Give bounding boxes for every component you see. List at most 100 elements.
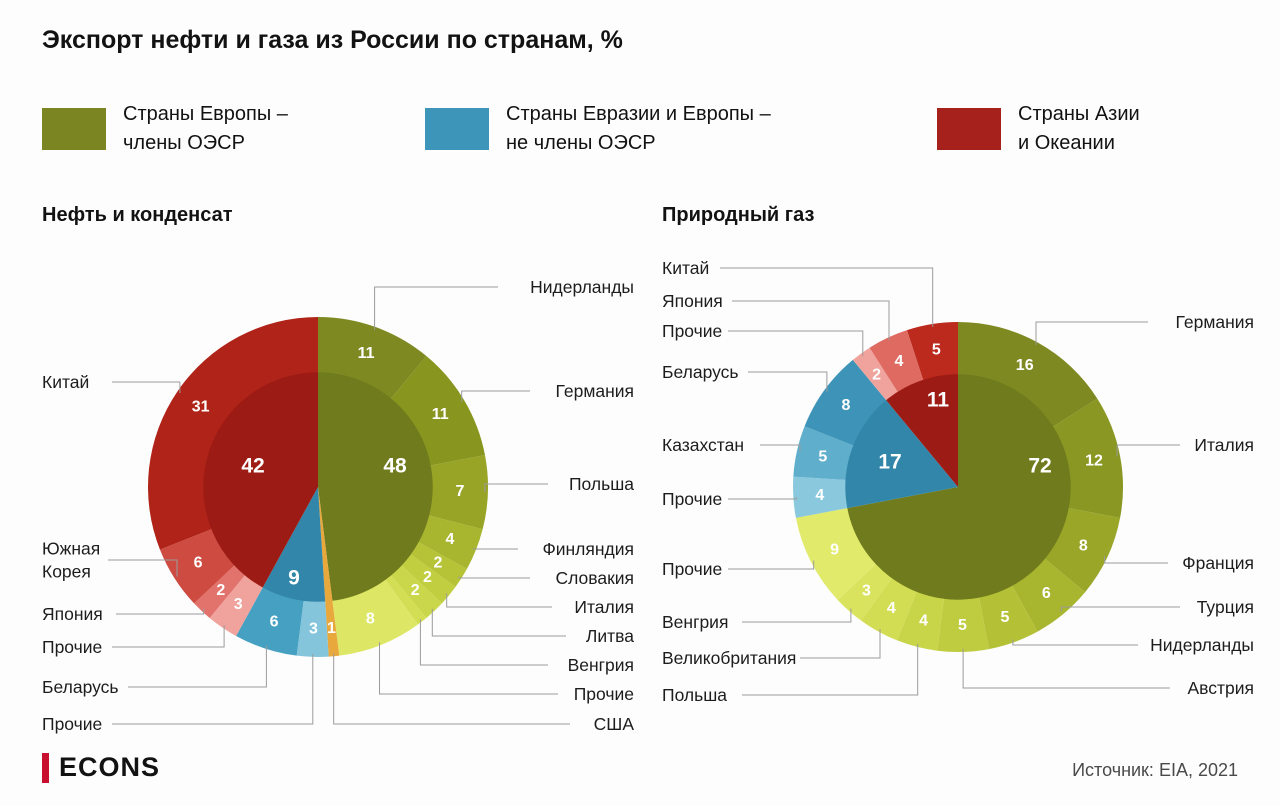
pie-slice-Польша <box>897 591 944 651</box>
slice-value: 5 <box>958 617 967 634</box>
slice-label-Япония: Япония <box>662 291 723 311</box>
legend-label: Страны Азии и Океании <box>1018 103 1140 154</box>
slice-value: 8 <box>366 611 375 628</box>
chart-oil-subtitle: Нефть и конденсат <box>42 204 233 226</box>
slice-value: 3 <box>234 596 243 613</box>
leader-line <box>108 559 178 577</box>
group-value: 17 <box>878 451 901 474</box>
slice-value: 7 <box>455 483 464 500</box>
slice-value: 5 <box>932 342 941 359</box>
page-title: Экспорт нефти и газа из России по страна… <box>42 26 623 54</box>
pie-slice-Финляндия <box>417 515 483 569</box>
leader-line <box>374 286 498 330</box>
econs-logo: ECONS <box>42 752 160 783</box>
slice-label-Нидерланды: Нидерланды <box>1150 635 1254 655</box>
leader-line <box>419 619 548 666</box>
slice-value: 12 <box>1085 453 1103 470</box>
leader-line <box>128 645 267 688</box>
leader-line <box>1035 321 1148 345</box>
pie-group-Страны Евразии и Европы – не члены ОЭСР <box>262 487 326 602</box>
pie-slice-Нидерланды <box>318 317 427 400</box>
slice-label-Польша: Польша <box>569 474 634 494</box>
pie-slice-Беларусь <box>236 586 304 656</box>
leader-line <box>728 330 864 356</box>
pie-group-Страны Европы – члены ОЭСР <box>847 374 1071 600</box>
pie-slice-Германия <box>958 322 1098 427</box>
slice-label-Франция: Франция <box>1182 553 1254 573</box>
pie-slice-Австрия <box>937 597 989 653</box>
slice-label-Прочие: Прочие <box>662 489 722 509</box>
leader-line <box>800 629 881 659</box>
slice-value: 5 <box>1000 609 1009 626</box>
slice-label-Прочие: Прочие <box>662 321 722 341</box>
leader-line <box>112 653 314 725</box>
slice-value: 2 <box>872 367 881 384</box>
leader-line <box>728 560 815 570</box>
legend-item-europe-oecd: Страны Европы – члены ОЭСР <box>42 100 288 158</box>
slice-label-Япония: Япония <box>42 604 103 624</box>
legend-swatch-olive <box>42 108 106 150</box>
slice-value: 2 <box>411 582 420 599</box>
leader-line <box>1104 556 1168 564</box>
pie-slice-Южная Корея <box>159 528 235 604</box>
chart-natural-gas: Природный газ Китай Япония Прочие Беларусь К… <box>620 196 1280 806</box>
leader-line <box>458 576 530 579</box>
pie-slice-Казахстан <box>793 426 854 480</box>
gas-pie-chart: Китай Япония Прочие Беларусь Казахстан Прочие… <box>662 258 1254 705</box>
pie-slice-Япония <box>194 565 246 618</box>
chart-gas-subtitle: Природный газ <box>662 204 815 226</box>
legend-item-asia-oceania: Страны Азии и Океании <box>937 100 1140 158</box>
pie-slice-Италия <box>401 554 456 604</box>
pie-slice-Германия <box>390 356 485 466</box>
pie-slice-Прочие <box>332 579 418 656</box>
pie-slice-Прочие <box>793 476 848 518</box>
slice-label-Казахстан: Казахстан <box>662 435 744 455</box>
leader-line <box>116 608 205 615</box>
pie-slice-Венгрия <box>385 574 427 625</box>
pie-slice-Беларусь <box>804 359 887 446</box>
slice-label-Польша: Польша <box>662 685 727 705</box>
slice-label-Германия: Германия <box>556 381 634 401</box>
pie-slice-Великобритания <box>861 577 917 641</box>
slice-value: 31 <box>192 399 210 416</box>
leader-line <box>333 653 570 725</box>
pie-slice-США <box>325 600 340 657</box>
logo-red-bar-icon <box>42 752 49 783</box>
legend-label: Страны Евразии и Европы – не члены ОЭСР <box>506 103 771 154</box>
oil-pie-chart: Китай Южная Корея Япония Прочие Беларусь Прочи… <box>42 277 635 734</box>
slice-label-Беларусь: Беларусь <box>42 677 119 697</box>
slice-value: 2 <box>216 582 225 599</box>
group-value: 9 <box>288 567 300 590</box>
leader-line <box>461 390 530 402</box>
pie-slice-Турция <box>1011 558 1086 632</box>
slice-value: 6 <box>194 555 203 572</box>
slice-label-США: США <box>594 714 635 734</box>
slice-label-Южная Корея: Южная Корея <box>42 539 100 582</box>
leader-line <box>484 483 548 493</box>
slice-value: 6 <box>270 614 279 631</box>
slice-value: 16 <box>1016 357 1034 374</box>
leader-line <box>112 381 181 394</box>
pie-slice-Прочие <box>795 507 877 600</box>
slice-value: 4 <box>446 531 455 548</box>
pie-slice-Литва <box>390 565 442 618</box>
pie-slice-Прочие <box>852 347 898 401</box>
pie-slice-Нидерланды <box>978 585 1038 650</box>
slice-label-Финляндия: Финляндия <box>542 539 634 559</box>
leader-line <box>732 300 890 341</box>
slice-label-Венгрия: Венгрия <box>662 612 728 632</box>
group-value: 42 <box>241 455 264 478</box>
slice-label-Китай: Китай <box>42 372 89 392</box>
slice-value: 4 <box>815 487 824 504</box>
slice-value: 3 <box>309 620 318 637</box>
leader-line <box>1012 639 1138 646</box>
slice-label-Прочие: Прочие <box>42 714 102 734</box>
legend: Страны Европы – члены ОЭСР Страны Еврази… <box>0 100 1280 164</box>
slice-label-Венгрия: Венгрия <box>568 655 634 675</box>
slice-label-Великобритания: Великобритания <box>662 648 796 668</box>
slice-value: 8 <box>1079 538 1088 555</box>
slice-label-Нидерланды: Нидерланды <box>530 277 634 297</box>
slice-value: 3 <box>862 582 871 599</box>
leader-line <box>1060 606 1180 612</box>
